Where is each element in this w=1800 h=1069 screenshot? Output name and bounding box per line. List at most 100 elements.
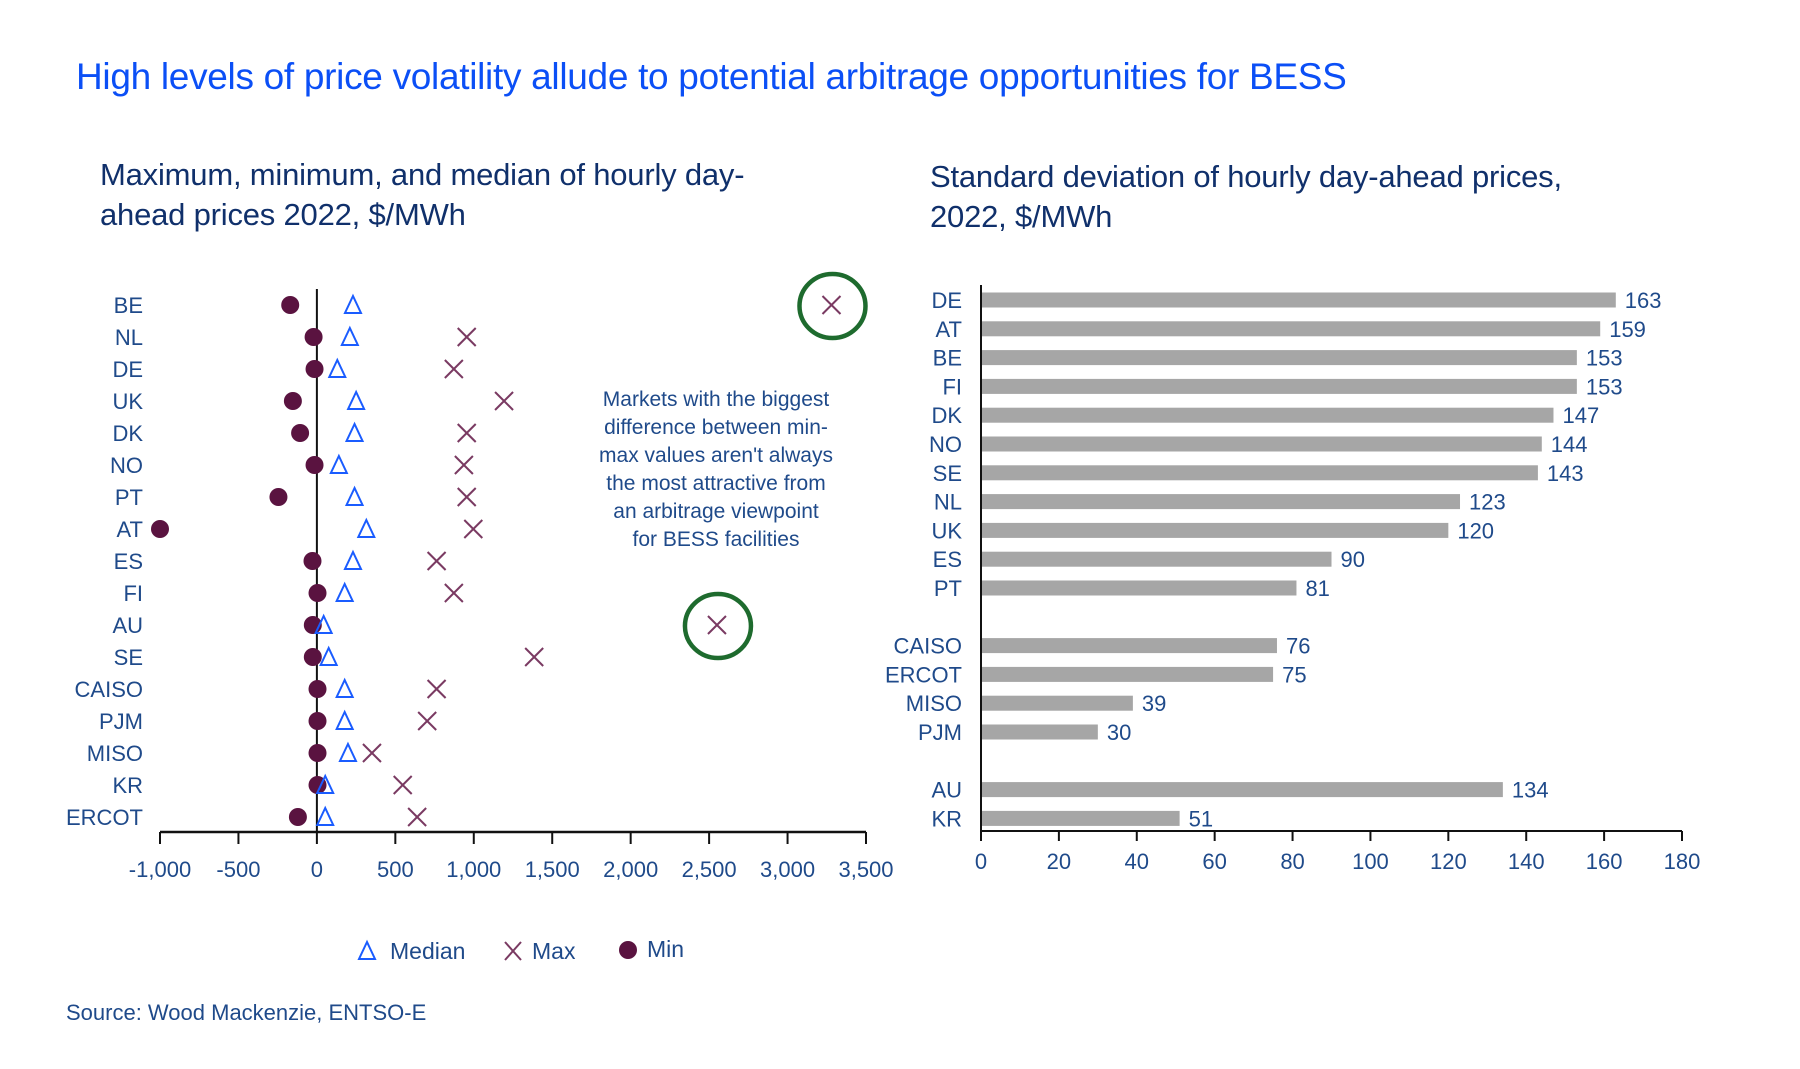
- annotation-line: for BESS facilities: [633, 528, 800, 551]
- category-label: DK: [112, 421, 143, 446]
- max-point: [707, 615, 727, 635]
- category-label: NL: [934, 490, 962, 515]
- category-label: DE: [112, 357, 143, 382]
- x-tick-label: 160: [1586, 849, 1623, 874]
- bar: [982, 292, 1616, 308]
- category-label: ES: [114, 549, 143, 574]
- bar: [982, 695, 1133, 711]
- legend-min-label: Min: [647, 936, 684, 962]
- max-point-stroke: [463, 519, 484, 539]
- max-point: [457, 327, 477, 347]
- bar-value-label: 144: [1551, 432, 1588, 457]
- max-point-stroke: [444, 583, 464, 603]
- left-chart-title-line-1: Maximum, minimum, and median of hourly d…: [100, 157, 745, 192]
- max-point: [457, 487, 477, 507]
- median-point: [314, 613, 334, 634]
- category-label: AU: [112, 613, 143, 638]
- bar-value-label: 147: [1562, 403, 1599, 428]
- bar-value-label: 153: [1586, 346, 1623, 371]
- max-point: [393, 775, 413, 795]
- category-label: ES: [933, 547, 962, 572]
- median-point: [343, 293, 363, 314]
- min-point: [305, 360, 324, 378]
- max-point: [444, 583, 464, 603]
- median-point: [343, 549, 363, 570]
- max-point: [821, 295, 842, 315]
- min-point: [281, 296, 300, 314]
- category-label: AT: [117, 517, 143, 542]
- category-label: KR: [931, 806, 962, 831]
- category-label: PT: [115, 485, 143, 510]
- bar-value-label: 159: [1609, 317, 1646, 342]
- category-label: PJM: [99, 709, 143, 734]
- bar: [982, 436, 1542, 452]
- median-point: [338, 741, 358, 762]
- bar-value-label: 76: [1286, 634, 1310, 659]
- legend-max-marker: [504, 941, 522, 961]
- legend: Median Max Min: [357, 936, 684, 964]
- x-tick-label: 3,000: [760, 857, 815, 882]
- right-chart-title: Standard deviation of hourly day-ahead p…: [930, 157, 1750, 237]
- left-chart-title-line-2: ahead prices 2022, $/MWh: [100, 197, 466, 232]
- median-point: [319, 645, 339, 666]
- x-tick-label: 0: [975, 849, 987, 874]
- x-tick-label: 0: [311, 857, 323, 882]
- max-point: [362, 743, 382, 763]
- category-label: MISO: [906, 691, 962, 716]
- median-point: [335, 581, 355, 602]
- max-point-stroke: [454, 455, 474, 475]
- x-tick-label: 1,000: [446, 857, 501, 882]
- left-chart-title: Maximum, minimum, and median of hourly d…: [100, 155, 900, 235]
- min-point: [308, 680, 327, 698]
- x-tick-label: 100: [1352, 849, 1389, 874]
- max-point-stroke: [393, 775, 413, 795]
- category-label: ERCOT: [66, 805, 143, 830]
- min-point: [303, 552, 322, 570]
- category-label: BE: [114, 293, 143, 318]
- bar: [982, 724, 1098, 740]
- x-tick-label: 120: [1430, 849, 1467, 874]
- right-chart-title-line-2: 2022, $/MWh: [930, 199, 1113, 234]
- category-label: UK: [112, 389, 143, 414]
- category-label: SE: [114, 645, 143, 670]
- max-point-stroke: [821, 295, 842, 315]
- category-label: UK: [931, 518, 962, 543]
- legend-item-median: Median: [357, 938, 465, 964]
- max-point: [426, 551, 447, 571]
- min-point: [151, 520, 169, 538]
- bar-value-label: 75: [1282, 662, 1306, 687]
- max-point-stroke: [426, 679, 447, 699]
- category-label: SE: [933, 461, 962, 486]
- x-tick-label: 3,500: [838, 857, 893, 882]
- annotation-line: Markets with the biggest: [603, 388, 830, 411]
- category-label: AU: [931, 778, 962, 803]
- category-label: KR: [112, 773, 143, 798]
- legend-max-label: Max: [532, 938, 576, 964]
- max-point: [444, 359, 464, 379]
- bar: [982, 810, 1180, 826]
- right-chart-title-line-1: Standard deviation of hourly day-ahead p…: [930, 159, 1562, 194]
- median-point: [327, 357, 347, 378]
- category-label: FI: [942, 374, 962, 399]
- bar: [982, 494, 1461, 510]
- max-point: [426, 679, 447, 699]
- max-point-stroke: [494, 391, 514, 411]
- min-point: [305, 456, 324, 474]
- annotation-line: max values aren't always: [599, 444, 833, 467]
- source-note: Source: Wood Mackenzie, ENTSO-E: [66, 1000, 427, 1025]
- min-point: [291, 424, 310, 442]
- legend-item-max: Max: [504, 938, 576, 964]
- max-point-stroke: [524, 647, 544, 667]
- x-tick-label: 60: [1202, 849, 1226, 874]
- median-point: [329, 453, 349, 474]
- median-point: [315, 773, 335, 794]
- max-point-stroke: [407, 807, 427, 827]
- bar: [982, 638, 1277, 654]
- category-label: DE: [931, 288, 962, 313]
- category-label: CAISO: [75, 677, 143, 702]
- category-label: DK: [931, 403, 962, 428]
- legend-item-min: Min: [619, 936, 684, 962]
- min-point: [303, 648, 322, 666]
- median-point: [335, 709, 355, 730]
- x-tick-label: 2,500: [682, 857, 737, 882]
